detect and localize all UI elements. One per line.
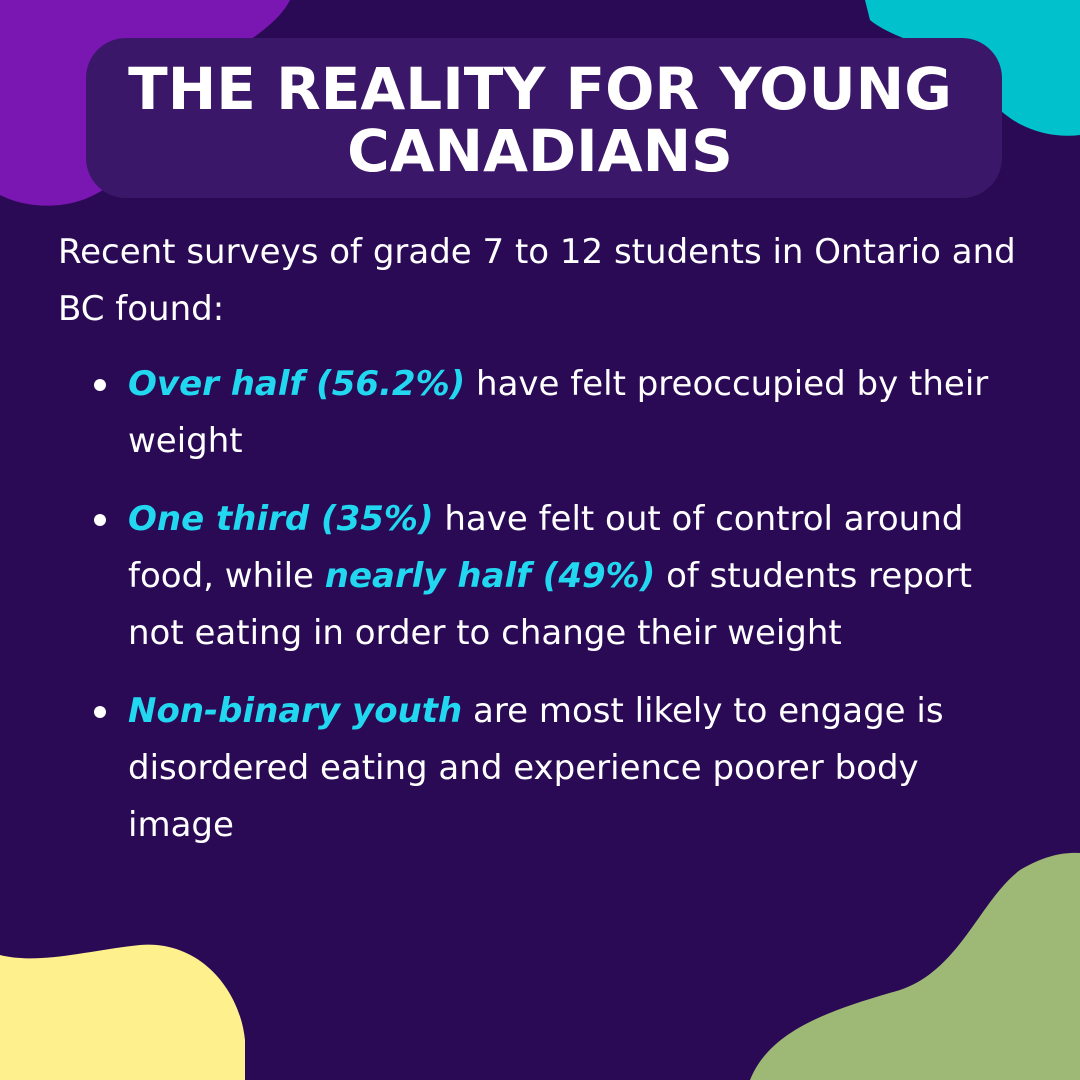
bullet-item: One third (35%) have felt out of control… [94, 491, 1028, 662]
bullet-item: Non-binary youth are most likely to enga… [94, 683, 1028, 854]
bullet-text: have felt preoccupied by their weight [128, 364, 989, 461]
intro-text: Recent surveys of grade 7 to 12 students… [58, 232, 1016, 329]
highlight-text: Over half (56.2%) [128, 364, 466, 404]
bullet-text: of students report not eating in order t… [128, 556, 973, 653]
bullet-item: Over half (56.2%) have felt preoccupied … [94, 356, 1028, 470]
green-blob [750, 852, 1080, 1080]
bullet-text: are most likely to engage is disordered … [128, 691, 944, 845]
highlight-text: Non-binary youth [128, 691, 463, 731]
highlight-text: nearly half (49%) [324, 556, 656, 596]
yellow-blob [0, 944, 245, 1080]
title-panel [86, 38, 1002, 198]
title: THE REALITY FOR YOUNG CANADIANS [128, 55, 952, 185]
highlight-text: One third (35%) [128, 499, 434, 539]
bullet-list: Over half (56.2%) have felt preoccupied … [94, 356, 1028, 875]
bullet-text: have felt out of control around food, wh… [128, 499, 964, 596]
